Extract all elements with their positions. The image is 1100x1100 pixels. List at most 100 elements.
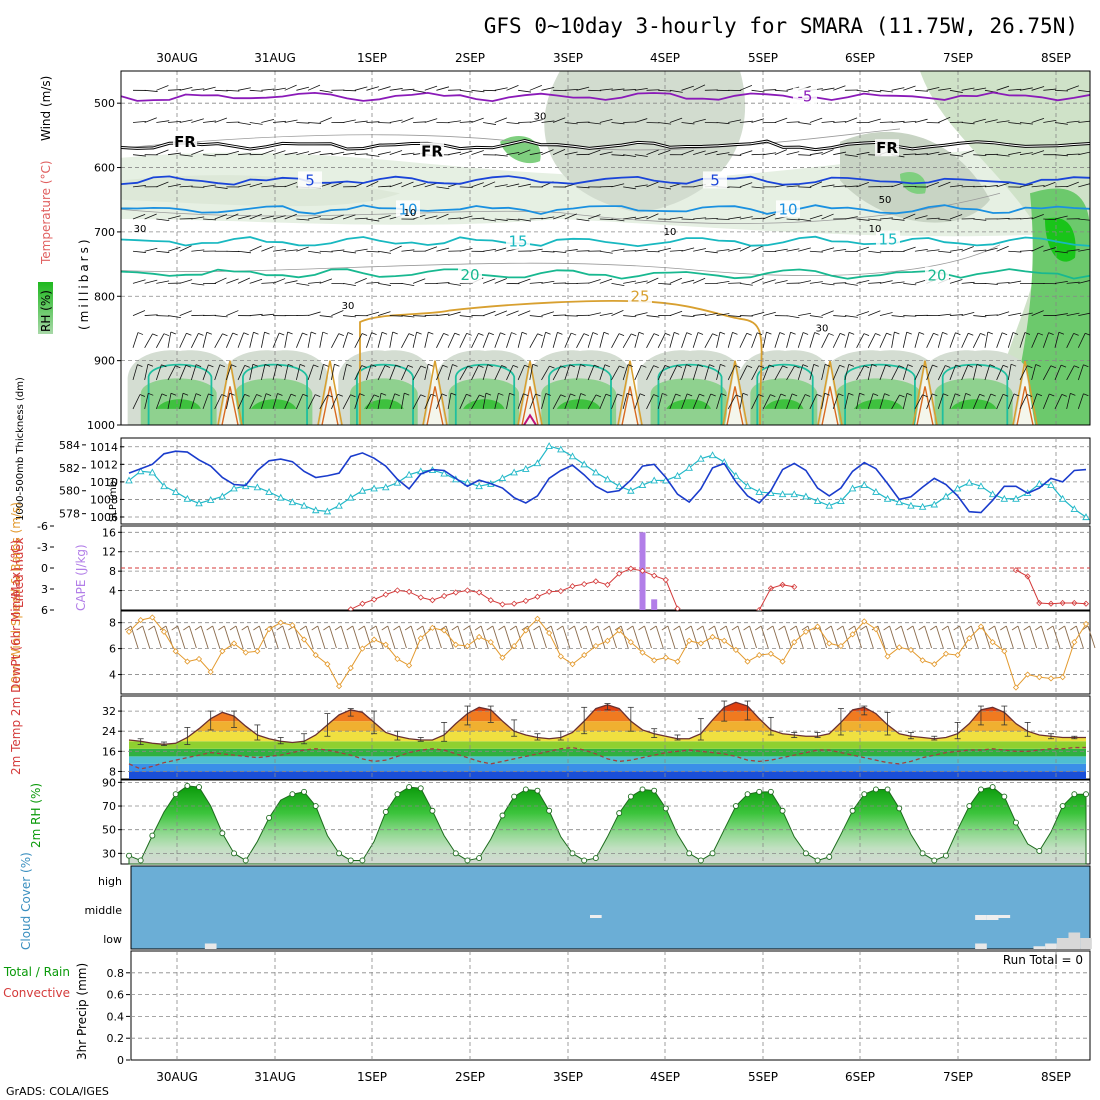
wind-barb: [1019, 312, 1033, 316]
wind-barb-flag: [229, 392, 235, 396]
wind-barb: [949, 279, 963, 284]
wind-barb: [867, 393, 874, 410]
wind-barb: [903, 85, 916, 91]
wind-barb-flag: [302, 393, 308, 397]
wind-barb: [693, 217, 707, 220]
upper-ylabel: RH (%) Temperature (°C) Wind (m/s) (mill…: [38, 76, 91, 334]
temp-25-spike: [722, 360, 748, 425]
surface-wind-barb: [889, 625, 898, 649]
wind-barb-flag: [1073, 332, 1079, 336]
surface-wind-barb-flag: [591, 625, 599, 631]
wind-barb-flag: [185, 364, 192, 368]
wind-barb-flag: [1001, 332, 1008, 336]
wind-barb: [401, 333, 410, 348]
wind-barb-flag: [676, 365, 682, 368]
wind-barb: [669, 310, 683, 316]
wind-speed-marker: [989, 639, 996, 646]
wind-barb: [377, 86, 391, 91]
thickness-marker: [685, 463, 693, 471]
wind-barb: [623, 216, 637, 220]
wind-barb: [260, 364, 266, 381]
wind-barb: [448, 89, 462, 91]
wind-barb-flag: [350, 394, 356, 398]
wind-barb: [553, 214, 566, 220]
wind-barb: [331, 181, 344, 188]
wind-barb: [132, 279, 146, 284]
wind-barb: [669, 117, 683, 123]
wind-barb: [798, 154, 812, 156]
wind-barb: [471, 182, 484, 188]
wind-barb: [202, 364, 209, 381]
temperature-band: [129, 721, 1086, 732]
wind-barb: [179, 86, 193, 91]
surface-wind-barb: [994, 625, 1003, 649]
wind-barb: [506, 122, 520, 125]
surface-wind-barb-flag: [148, 625, 155, 631]
wind-barb-flag: [863, 333, 870, 336]
wind-barb-flag: [549, 365, 555, 369]
wind-barb: [261, 149, 274, 156]
rh-dome: [853, 399, 904, 409]
surface-wind-barb-flag: [136, 625, 143, 631]
wind-barb: [798, 312, 812, 316]
rh-marker: [476, 855, 483, 862]
wind-barb: [366, 250, 380, 253]
wind-barb: [179, 310, 192, 316]
wind-barb: [762, 364, 770, 381]
wind-barb: [1054, 215, 1068, 220]
wind-barb-flag: [478, 365, 484, 368]
wind-barb: [1089, 251, 1090, 252]
axis-tick-label: 1014: [90, 441, 118, 454]
wind-barb: [891, 182, 905, 188]
wind-barb: [343, 250, 357, 254]
wind-barb: [447, 364, 453, 381]
wind-barb-flag: [256, 394, 262, 397]
surface-wind-barb-flag: [323, 625, 330, 631]
wind-barb: [879, 333, 887, 348]
wind-speed-marker: [931, 661, 938, 668]
surface-wind-barb-flag: [463, 625, 470, 631]
wind-barb: [506, 332, 512, 348]
wind-barb: [821, 120, 835, 123]
wind-barb: [1031, 310, 1044, 316]
wind-barb: [856, 89, 870, 93]
wind-barb: [564, 249, 578, 252]
surface-wind-barb: [457, 625, 466, 649]
wind-barb-flag: [441, 393, 448, 397]
wind-barb-flag: [906, 331, 912, 335]
wind-barb-flag: [315, 394, 321, 397]
wind-barb: [366, 281, 380, 284]
wind-barb: [658, 89, 672, 92]
wind-speed-marker: [464, 642, 471, 650]
wind-barb: [646, 394, 654, 410]
surface-wind-barb-flag: [824, 625, 832, 631]
thickness-marker: [288, 498, 297, 506]
wind-barb: [868, 218, 882, 221]
wind-barb: [1019, 122, 1033, 125]
rh-marker: [826, 853, 833, 860]
wind-barb-flag: [427, 363, 434, 367]
wind-speed-marker: [767, 650, 774, 657]
wind-barb: [914, 394, 923, 410]
contour-label: FR: [876, 139, 898, 157]
wind-barb: [821, 310, 834, 316]
wind-barb-flag: [720, 393, 727, 396]
wind-barb: [132, 332, 139, 348]
surface-wind-barb-flag: [988, 625, 995, 631]
wind-barb: [366, 181, 379, 188]
top-date-label: 6SEP: [845, 51, 875, 65]
wind-barb: [342, 332, 349, 348]
axis-tick-label: -3: [37, 541, 48, 554]
wind-barb: [471, 89, 485, 93]
thickness-marker: [522, 465, 530, 472]
wind-barb-flag: [968, 332, 974, 336]
bottom-date-label: 6SEP: [845, 1070, 875, 1084]
wind-barb-flag: [334, 363, 340, 367]
wind-barb: [284, 152, 298, 156]
surface-wind-barb: [398, 625, 407, 649]
surface-wind-barb-flag: [451, 625, 459, 631]
wind-speed-marker: [966, 635, 973, 642]
wind-barb: [973, 154, 987, 157]
wind-barb: [926, 151, 940, 156]
